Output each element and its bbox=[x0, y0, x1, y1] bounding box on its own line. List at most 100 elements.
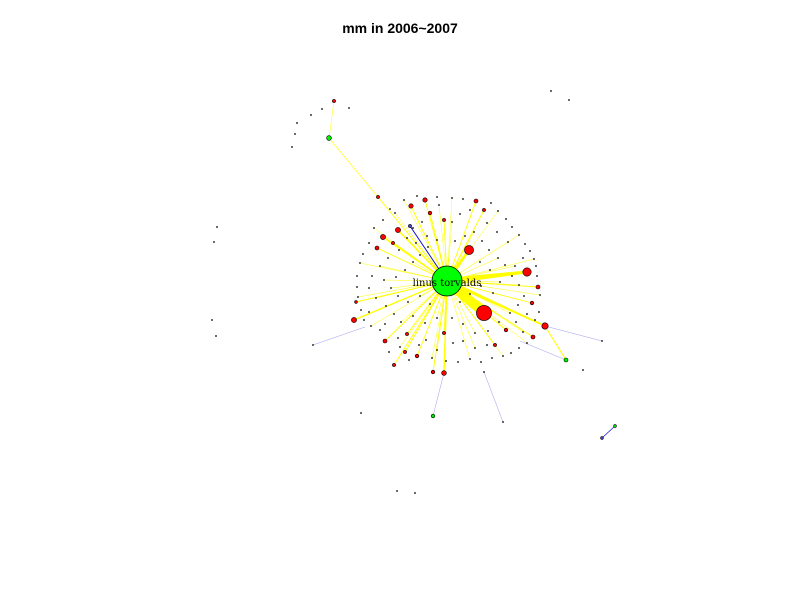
graph-node-dot bbox=[462, 340, 464, 342]
graph-node-dot bbox=[390, 287, 392, 289]
graph-node-dot bbox=[526, 342, 528, 344]
graph-node-red bbox=[473, 198, 479, 204]
graph-node-dot bbox=[368, 242, 370, 244]
graph-node-dot bbox=[464, 235, 466, 237]
graph-node-dot bbox=[515, 321, 517, 323]
graph-node-dot bbox=[360, 412, 362, 414]
graph-node-red bbox=[482, 208, 486, 212]
graph-node-dot bbox=[394, 212, 396, 214]
graph-node-dot bbox=[502, 421, 504, 423]
graph-node-dot bbox=[535, 265, 537, 267]
edges-layer bbox=[312, 100, 616, 439]
graph-node-dot bbox=[419, 254, 421, 256]
hub-edge bbox=[393, 280, 448, 366]
graph-node-dot bbox=[379, 329, 381, 331]
graph-node-red bbox=[392, 363, 396, 367]
graph-node-red bbox=[493, 343, 497, 347]
graph-node-red bbox=[405, 332, 409, 336]
graph-node-red bbox=[422, 197, 428, 203]
graph-node-dot bbox=[534, 319, 536, 321]
graph-node-red bbox=[476, 305, 492, 321]
graph-node-dot bbox=[414, 492, 416, 494]
graph-node-dot bbox=[486, 222, 488, 224]
graph-node-dot bbox=[419, 295, 421, 297]
graph-node-dot bbox=[507, 241, 509, 243]
graph-node-dot bbox=[497, 210, 499, 212]
graph-node-dot bbox=[429, 303, 431, 305]
graph-node-dot bbox=[538, 311, 540, 313]
graph-node-dot bbox=[452, 342, 454, 344]
graph-node-dot bbox=[388, 351, 390, 353]
graph-node-dot bbox=[431, 357, 433, 359]
graph-node-dot bbox=[294, 133, 296, 135]
graph-node-dot bbox=[211, 319, 213, 321]
graph-node-dot bbox=[389, 208, 391, 210]
graph-node-dot bbox=[488, 249, 490, 251]
peripheral-edge bbox=[328, 137, 379, 198]
graph-node-red bbox=[427, 210, 433, 216]
graph-node-dot bbox=[426, 235, 428, 237]
graph-node-dot bbox=[360, 309, 362, 311]
graph-node-dot bbox=[403, 199, 405, 201]
graph-node-dot bbox=[357, 296, 359, 298]
graph-node-red bbox=[535, 284, 541, 290]
graph-node-dot bbox=[359, 262, 361, 264]
graph-node-dot bbox=[462, 323, 464, 325]
graph-node-red bbox=[382, 338, 388, 344]
graph-node-dot bbox=[498, 321, 500, 323]
graph-node-dot bbox=[490, 202, 492, 204]
graph-node-red bbox=[530, 334, 536, 340]
graph-node-dot bbox=[481, 240, 483, 242]
graph-node-green bbox=[613, 424, 617, 428]
graph-node-red bbox=[442, 331, 446, 335]
graph-node-dot bbox=[393, 313, 395, 315]
graph-node-red bbox=[430, 369, 436, 375]
graph-node-dot bbox=[406, 237, 408, 239]
peripheral-edge bbox=[432, 372, 445, 417]
graph-node-dot bbox=[451, 197, 453, 199]
graph-node-dot bbox=[522, 331, 524, 333]
graph-node-dot bbox=[348, 107, 350, 109]
peripheral-edge bbox=[519, 340, 567, 361]
hub-edge-thick bbox=[446, 279, 546, 327]
graph-node-dot bbox=[536, 275, 538, 277]
graph-node-dot bbox=[487, 330, 489, 332]
graph-node-dot bbox=[312, 344, 314, 346]
graph-node-dot bbox=[451, 317, 453, 319]
graph-node-blue bbox=[600, 436, 604, 440]
graph-node-dot bbox=[550, 90, 552, 92]
graph-node-dot bbox=[368, 287, 370, 289]
graph-node-dot bbox=[368, 311, 370, 313]
graph-node-dot bbox=[483, 371, 485, 373]
graph-node-dot bbox=[524, 243, 526, 245]
graph-node-red bbox=[351, 317, 357, 323]
plot-title: mm in 2006~2007 bbox=[342, 20, 458, 36]
graph-node-dot bbox=[363, 319, 365, 321]
graph-node-dot bbox=[383, 279, 385, 281]
graph-node-dot bbox=[416, 195, 418, 197]
graph-node-dot bbox=[451, 221, 453, 223]
peripheral-edge bbox=[544, 325, 567, 361]
graph-node-green bbox=[326, 135, 332, 141]
graph-node-dot bbox=[387, 257, 389, 259]
graph-node-dot bbox=[518, 234, 520, 236]
graph-node-dot bbox=[457, 361, 459, 363]
graph-node-red bbox=[529, 300, 535, 306]
graph-node-dot bbox=[407, 301, 409, 303]
graph-node-dot bbox=[375, 297, 377, 299]
graph-node-dot bbox=[397, 295, 399, 297]
graph-node-dot bbox=[384, 323, 386, 325]
hub-edge bbox=[353, 280, 448, 321]
graph-node-blue bbox=[408, 224, 412, 228]
graph-node-red bbox=[395, 227, 401, 233]
hub-node bbox=[431, 265, 463, 297]
graph-node-dot bbox=[395, 276, 397, 278]
graph-node-dot bbox=[539, 294, 541, 296]
graph-node-dot bbox=[523, 295, 525, 297]
graph-node-dot bbox=[425, 339, 427, 341]
graph-node-dot bbox=[462, 198, 464, 200]
graph-node-dot bbox=[502, 355, 504, 357]
graph-node-dot bbox=[517, 304, 519, 306]
graph-node-dot bbox=[492, 292, 494, 294]
graph-node-dot bbox=[480, 361, 482, 363]
